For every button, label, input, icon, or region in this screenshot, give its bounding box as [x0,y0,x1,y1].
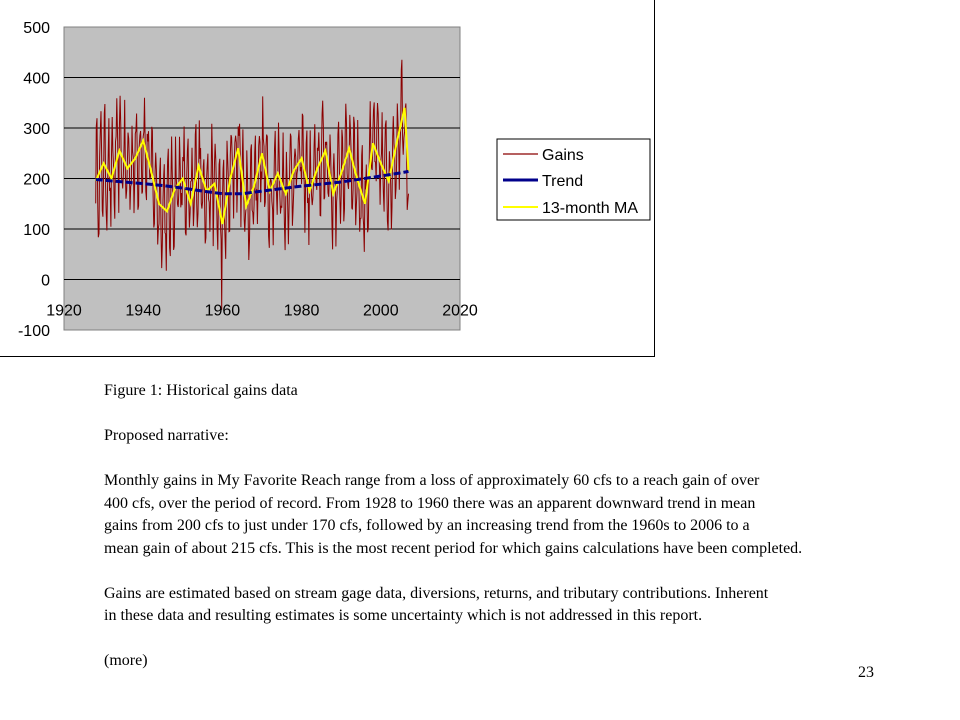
legend-label-gains: Gains [542,147,584,164]
series-trend-line [95,169,409,196]
narrative-text: Figure 1: Historical gains data Proposed… [104,380,944,695]
x-tick-label: 2020 [442,303,478,320]
page-number: 23 [858,664,874,681]
paragraph-2: Gains are estimated based on stream gage… [104,583,944,628]
paragraph-1-line: Monthly gains in My Favorite Reach range… [104,472,760,489]
y-tick-label: 0 [41,273,50,290]
x-axis-tick-labels: 1920 1940 1960 1980 2000 2020 [46,303,478,320]
line-chart: 500 400 300 200 100 0 -100 1920 1940 1960 1980 200… [18,20,651,340]
y-axis-tick-labels: 500 400 300 200 100 0 -100 [18,20,50,340]
legend-label-trend: Trend [542,173,583,190]
y-tick-label: 500 [23,20,50,37]
paragraph-1: Monthly gains in My Favorite Reach range… [104,470,944,560]
paragraph-1-line: 400 cfs, over the period of record. From… [104,494,756,512]
paragraph-2-line: in these data and resulting estimates is… [104,607,703,624]
more-note: (more) [104,652,148,669]
y-tick-label: 400 [23,71,50,88]
x-tick-label: 2000 [363,303,399,320]
paragraph-1-line: gains from 200 cfs to just under 170 cfs… [104,517,750,534]
legend-label-ma: 13-month MA [542,200,638,217]
x-tick-label: 1980 [284,303,320,320]
series-ma-line [94,107,410,225]
chart-frame: 500 400 300 200 100 0 -100 1920 1940 1960 1980 200… [0,0,655,357]
y-tick-label: -100 [18,323,50,340]
series-layer [94,59,410,310]
y-tick-label: 200 [23,172,50,189]
series-gains-line [95,59,409,310]
y-tick-label: 300 [23,121,50,138]
x-tick-label: 1940 [125,303,161,320]
paragraph-1-line: mean gain of about 215 cfs. This is the … [104,539,803,557]
x-tick-label: 1960 [205,303,241,320]
legend: Gains Trend 13-month MA [496,138,651,221]
figure-caption: Figure 1: Historical gains data [104,382,298,399]
narrative-label: Proposed narrative: [104,427,229,444]
y-tick-label: 100 [23,222,50,239]
paragraph-2-line: Gains are estimated based on stream gage… [104,584,769,602]
x-tick-label: 1920 [46,303,82,320]
